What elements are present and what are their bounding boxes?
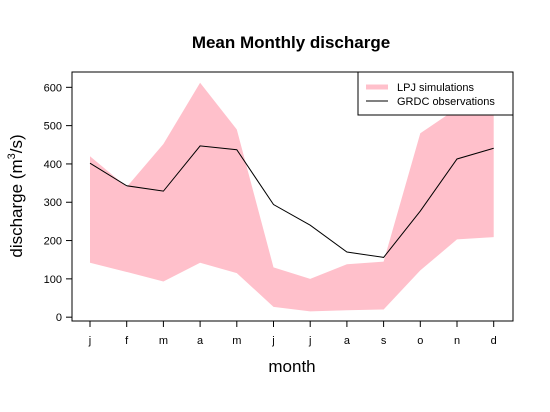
y-tick-label: 100	[44, 274, 62, 286]
x-tick-label: d	[491, 335, 497, 347]
x-tick-label: j	[88, 335, 91, 347]
series-line-grdc-observations	[89, 145, 494, 258]
legend-box	[357, 71, 514, 116]
legend-label-band: LPJ simulations	[397, 82, 475, 94]
y-tick-label: 0	[56, 312, 62, 324]
y-axis-title: discharge (m3/s)	[6, 134, 26, 257]
x-tick-label: n	[454, 335, 460, 347]
legend: LPJ simulations GRDC observations	[357, 71, 514, 116]
y-tick-label: 500	[44, 121, 62, 133]
legend-label-line: GRDC observations	[397, 96, 495, 108]
x-tick-label: j	[271, 335, 274, 347]
y-axis-title-suffix: /s)	[7, 134, 26, 153]
series-band-lpj-simulations	[90, 82, 494, 312]
plot-area	[89, 82, 494, 312]
y-tick-label: 600	[44, 82, 62, 94]
x-tick-label: m	[232, 335, 241, 347]
x-tick-label: a	[344, 335, 351, 347]
x-tick-label: o	[417, 335, 423, 347]
x-tick-label: j	[308, 335, 311, 347]
x-tick-label: a	[197, 335, 204, 347]
plot-frame	[71, 71, 514, 322]
x-tick-label: s	[381, 335, 387, 347]
y-tick-label: 200	[44, 236, 62, 248]
x-axis-title: month	[268, 357, 315, 376]
y-axis-title-main: discharge (m	[7, 159, 26, 257]
y-axis-title-superscript: 3	[6, 153, 18, 159]
y-axis: 0 100 200 300 400 500 600	[44, 82, 72, 324]
y-tick-label: 400	[44, 159, 62, 171]
chart-title: Mean Monthly discharge	[192, 33, 390, 52]
x-tick-label: f	[125, 335, 129, 347]
x-tick-label: m	[159, 335, 168, 347]
y-tick-label: 300	[44, 197, 62, 209]
